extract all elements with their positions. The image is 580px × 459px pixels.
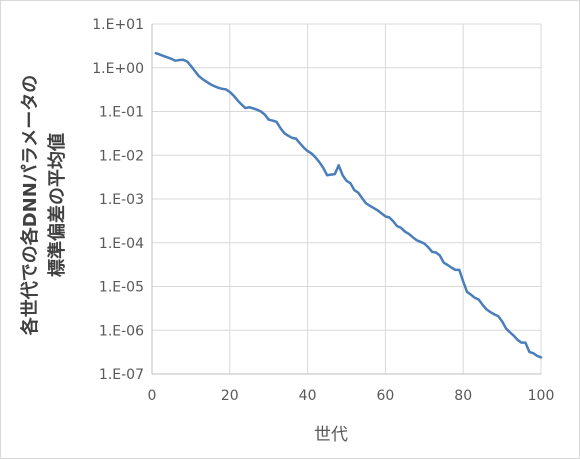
x-tick-label: 80 [454,388,472,404]
y-tick-label: 1.E-06 [99,323,144,339]
y-tick-label: 1.E-04 [99,236,144,252]
y-tick-label: 1.E-01 [99,105,144,121]
y-tick-label: 1.E+00 [92,61,144,77]
y-tick-label: 1.E+01 [92,17,144,33]
y-tick-label: 1.E-07 [99,367,144,383]
y-axis-title-line-2: 標準偏差の平均値 [46,133,68,277]
y-tick-label: 1.E-03 [99,192,144,208]
series-line-1 [154,51,543,359]
axes [151,24,541,375]
x-tick-label: 40 [299,388,317,404]
gridlines [152,23,542,374]
x-tick-label: 100 [528,388,555,404]
x-tick-label: 0 [148,388,157,404]
tick-labels: 1.E-07 1.E-06 1.E-05 1.E-04 1.E-03 1.E-02 1.E-… [92,17,554,404]
x-axis-title: 世代 [314,425,348,445]
y-axis-title: 各世代での各DNNパラメータの 標準偏差の平均値 [19,75,68,337]
series-layer [154,51,543,359]
y-tick-label: 1.E-02 [99,148,144,164]
y-tick-label: 1.E-05 [99,280,144,296]
x-tick-label: 20 [221,388,239,404]
x-tick-label: 60 [376,388,394,404]
y-axis-title-line-1: 各世代での各DNNパラメータの [19,75,41,337]
